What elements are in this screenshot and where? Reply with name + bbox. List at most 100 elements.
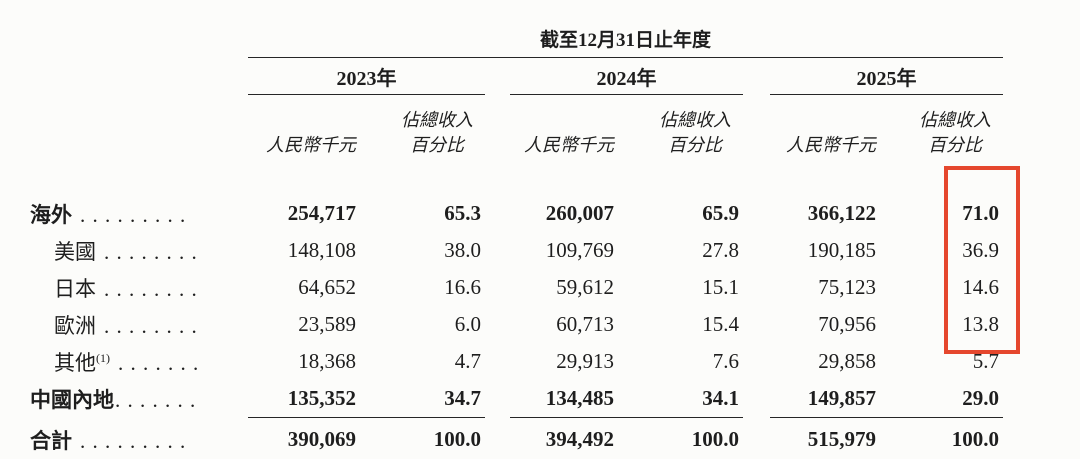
cell-2023-percent: 4.7: [454, 349, 481, 373]
subheader-percent-2025: 佔總收入 百分比: [880, 95, 1003, 166]
cell-2024-amount: 109,769: [545, 238, 614, 262]
row-label: 合計: [30, 429, 72, 454]
dot-leader: . . . . . . .: [115, 387, 197, 412]
spacer-cell: [743, 195, 770, 232]
table-row-mainland-china: 中國內地. . . . . . . 135,352 34.7 134,485 3…: [30, 380, 1004, 418]
subheader-percent-line2: 百分比: [928, 134, 983, 155]
cell-2024-percent: 34.1: [618, 380, 743, 418]
row-label-cell: 其他(1) . . . . . . .: [30, 343, 248, 380]
cell-2024-percent: 7.6: [712, 349, 739, 373]
revenue-by-region-table: 截至12月31日止年度 2023年 2024年 2025年 人民幣千元 佔總收入…: [30, 18, 1004, 459]
cell-2025-amount: 515,979: [770, 417, 880, 459]
row-label-sup: (1): [96, 350, 110, 365]
subheader-amount-2023: 人民幣千元: [266, 135, 356, 155]
cell-2024-percent: 27.8: [702, 238, 739, 262]
cell-2025-percent: 100.0: [880, 417, 1004, 459]
subheader-percent-2023: 佔總收入 百分比: [360, 95, 485, 166]
table-title-row: 截至12月31日止年度: [30, 18, 1004, 58]
row-label: 日本: [54, 276, 96, 301]
cell-2023-percent: 65.3: [444, 201, 481, 225]
cell-2024-amount: 29,913: [556, 349, 614, 373]
spacer-cell: [30, 95, 248, 166]
cell-2023-percent: 6.0: [454, 312, 481, 336]
cell-2023-percent: 34.7: [360, 380, 485, 418]
spacer-cell: [485, 95, 510, 166]
dot-leader: . . . . . . . . .: [80, 202, 187, 227]
subheader-percent-line2: 百分比: [668, 134, 722, 155]
cell-2024-amount: 394,492: [510, 417, 618, 459]
spacer-cell: [743, 95, 770, 166]
cell-2025-amount: 190,185: [807, 238, 876, 262]
table-row-europe: 歐洲 . . . . . . . . 23,589 6.0 60,713 15.4…: [30, 306, 1003, 343]
spacer-cell: [485, 306, 510, 343]
cell-2023-amount: 148,108: [287, 238, 356, 262]
cell-2024-amount: 60,713: [556, 312, 614, 336]
cell-2023-amount: 135,352: [248, 380, 360, 418]
row-label: 歐洲: [54, 313, 96, 338]
cell-2024-percent: 15.4: [702, 312, 739, 336]
subheader-percent-line1: 佔總收入: [401, 110, 473, 131]
cell-2024-amount: 260,007: [545, 201, 614, 225]
row-label-cell: 日本 . . . . . . . .: [30, 269, 248, 306]
spacer-cell: [485, 195, 510, 232]
row-label-cell: 中國內地. . . . . . .: [30, 380, 248, 418]
spacer-cell: [743, 232, 770, 269]
spacer-cell: [30, 165, 1003, 195]
spacer-cell: [743, 380, 770, 418]
row-label: 中國內地: [30, 387, 114, 412]
spacer-row: [30, 165, 1003, 195]
dot-leader: . . . . . . . .: [104, 313, 198, 338]
year-header-2025: 2025年: [770, 57, 1004, 95]
row-label-cell: 美國 . . . . . . . .: [30, 232, 248, 269]
subheader-row: 人民幣千元 佔總收入 百分比 人民幣千元 佔總收入 百分比 人民幣千元 佔總收入…: [30, 95, 1003, 166]
cell-2023-amount: 23,589: [298, 312, 356, 336]
cell-2023-amount: 390,069: [248, 417, 360, 459]
cell-2025-percent: 14.6: [962, 275, 1000, 299]
spacer-cell: [743, 418, 770, 459]
table-row-japan: 日本 . . . . . . . . 64,652 16.6 59,612 15.…: [30, 269, 1003, 306]
dot-leader: . . . . . . .: [118, 350, 200, 375]
spacer-cell: [743, 58, 770, 95]
row-label: 海外: [30, 202, 72, 227]
cell-2025-percent: 71.0: [962, 201, 1000, 225]
spacer-cell: [485, 269, 510, 306]
cell-2025-amount: 70,956: [818, 312, 876, 336]
cell-2024-percent: 15.1: [702, 275, 739, 299]
subheader-percent-2024: 佔總收入 百分比: [618, 95, 743, 166]
year-header-2024: 2024年: [510, 57, 743, 95]
cell-2023-amount: 254,717: [287, 201, 356, 225]
subheader-percent-line2: 百分比: [410, 134, 464, 155]
year-header-row: 2023年 2024年 2025年: [30, 57, 1004, 95]
spacer-cell: [485, 232, 510, 269]
cell-2024-amount: 59,612: [556, 275, 614, 299]
table-row-others: 其他(1) . . . . . . . 18,368 4.7 29,913 7.6…: [30, 343, 1003, 380]
cell-2024-amount: 134,485: [510, 380, 618, 418]
spacer-cell: [30, 18, 248, 58]
row-label: 美國: [54, 239, 96, 264]
cell-2025-amount: 75,123: [818, 275, 876, 299]
row-label: 其他: [54, 350, 96, 375]
subheader-amount-2025: 人民幣千元: [786, 135, 876, 155]
cell-2025-amount: 29,858: [818, 349, 876, 373]
cell-2023-amount: 18,368: [298, 349, 356, 373]
spacer-cell: [743, 343, 770, 380]
subheader-percent-line1: 佔總收入: [659, 110, 731, 131]
cell-2023-percent: 38.0: [444, 238, 481, 262]
cell-2025-amount: 149,857: [770, 380, 880, 418]
cell-2025-percent: 13.8: [962, 312, 1000, 336]
spacer-cell: [743, 269, 770, 306]
cell-2025-percent: 5.7: [972, 349, 1000, 373]
dot-leader: . . . . . . . .: [104, 276, 198, 301]
cell-2025-percent: 29.0: [880, 380, 1004, 418]
table-row-overseas: 海外 . . . . . . . . . 254,717 65.3 260,007…: [30, 195, 1003, 232]
cell-2023-percent: 100.0: [360, 417, 485, 459]
cell-2025-percent: 36.9: [962, 238, 1000, 262]
spacer-cell: [485, 418, 510, 459]
spacer-cell: [485, 380, 510, 418]
cell-2024-percent: 100.0: [618, 417, 743, 459]
cell-2023-amount: 64,652: [298, 275, 356, 299]
cell-2025-amount: 366,122: [807, 201, 876, 225]
spacer-cell: [743, 306, 770, 343]
dot-leader: . . . . . . . . .: [80, 429, 187, 454]
